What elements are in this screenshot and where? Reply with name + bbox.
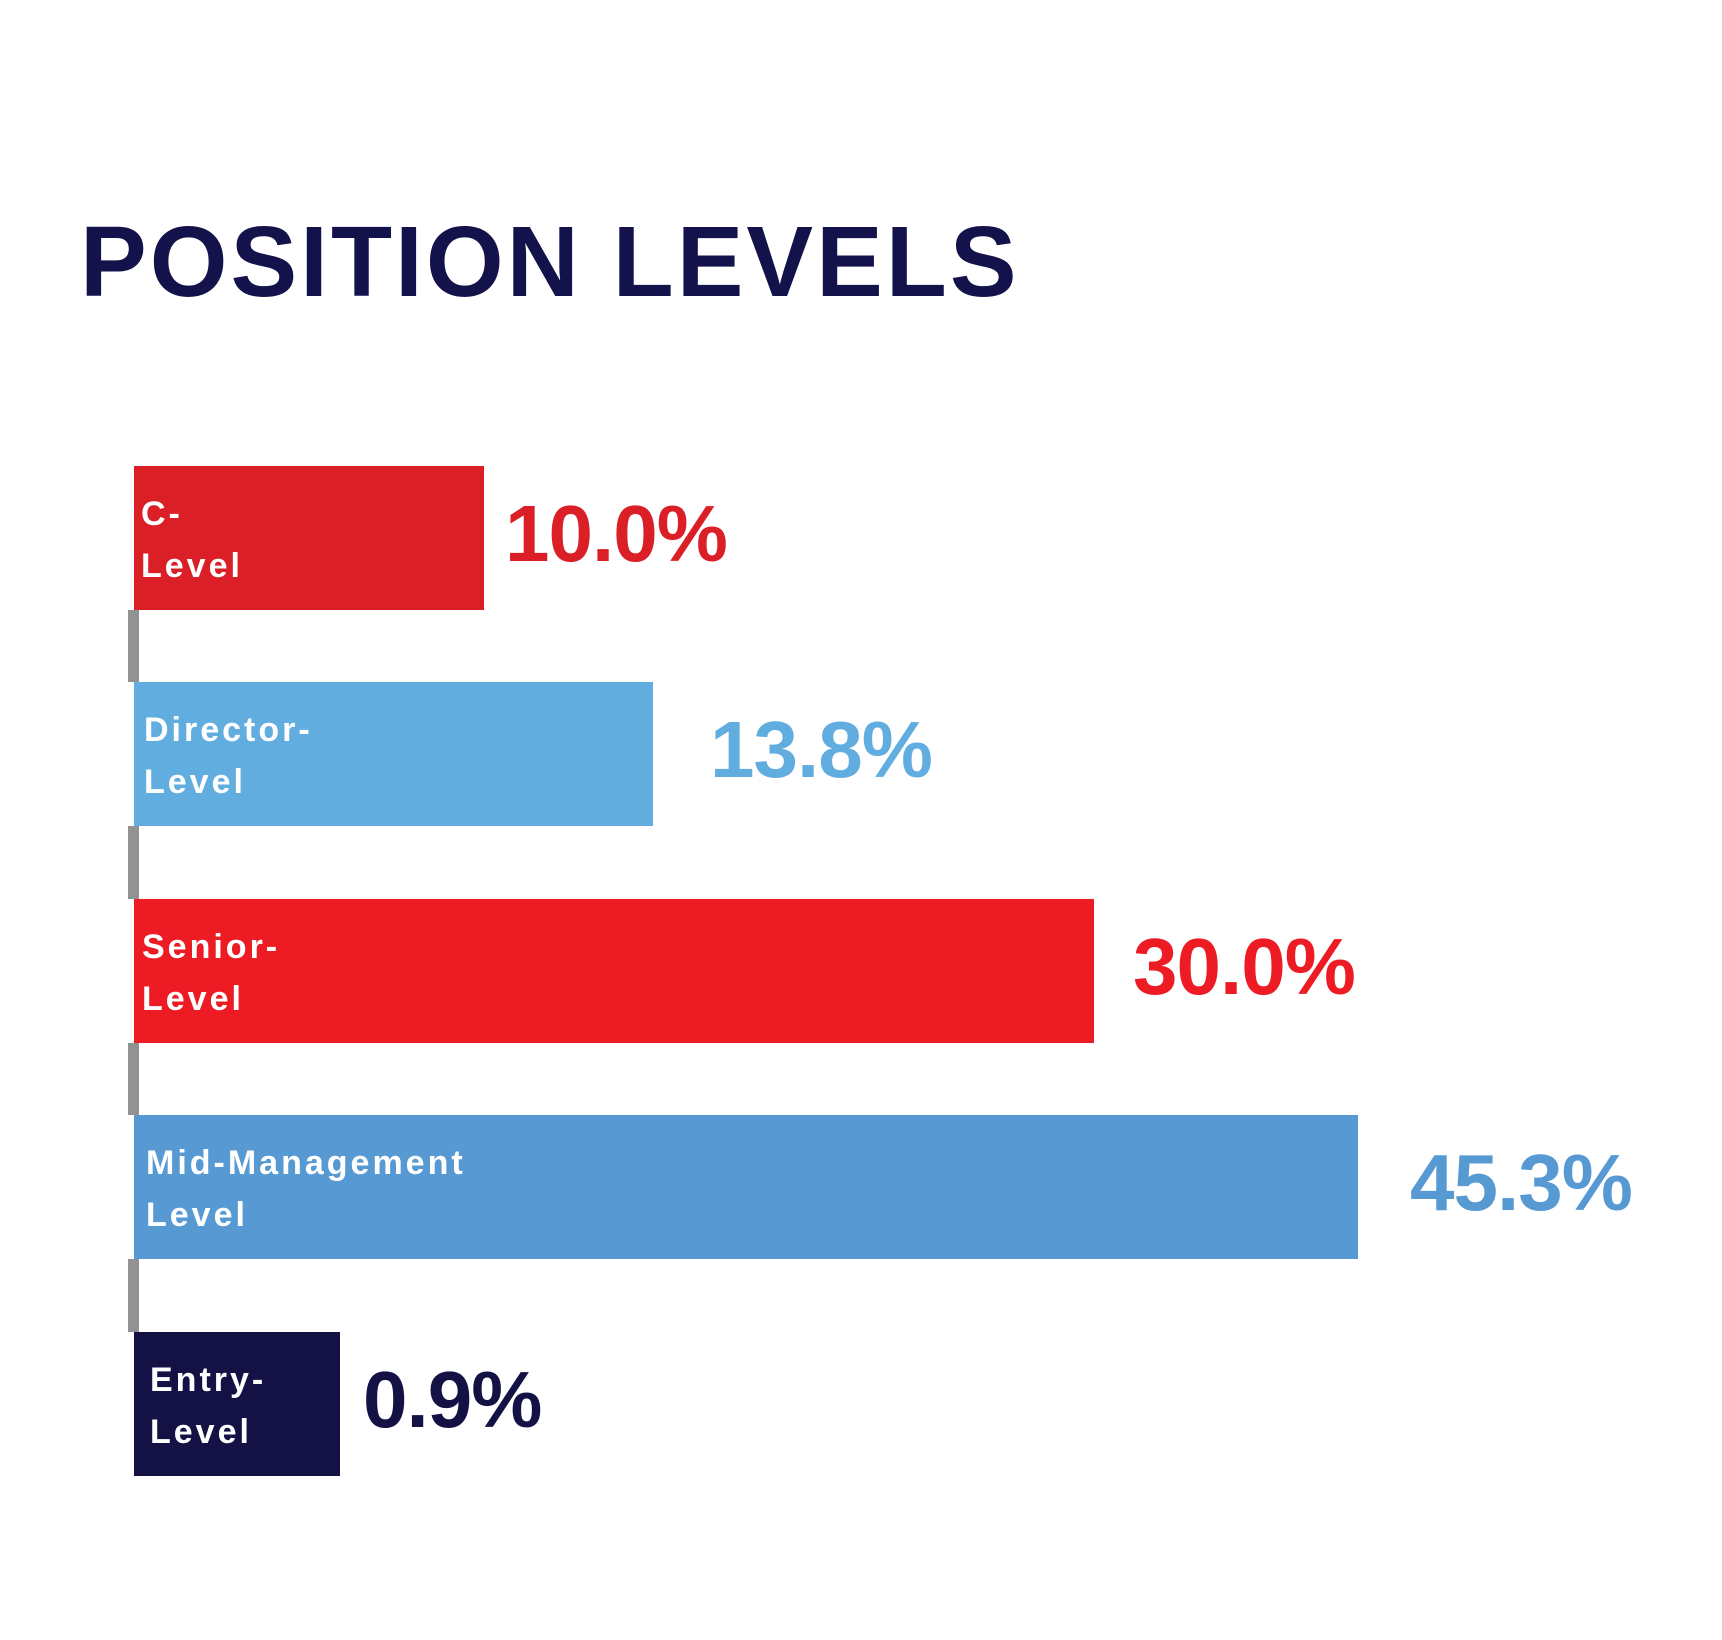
connector-line [128,1259,139,1332]
bar-label: Senior- Level [142,928,281,1018]
connector-line [128,826,139,899]
connector-line [128,1043,139,1115]
bar-senior-level: Senior- Level [134,899,1094,1043]
chart-title: POSITION LEVELS [80,206,1020,318]
bar-label: Mid-Management Level [146,1144,466,1234]
bar-director-level: Director- Level [134,682,653,826]
bar-c-level: C- Level [134,466,484,610]
value-label: 0.9% [363,1355,542,1444]
bar-label: Director- Level [144,711,313,801]
bar-entry-level: Entry- Level [134,1332,340,1476]
connector-line [128,610,139,682]
value-label: 30.0% [1133,922,1356,1011]
bar-label: Entry- Level [150,1361,267,1451]
value-label: 10.0% [505,489,728,578]
value-label: 45.3% [1410,1138,1633,1227]
value-label: 13.8% [710,705,933,794]
bar-mid-management-level: Mid-Management Level [134,1115,1358,1259]
bar-label: C- Level [141,495,243,585]
